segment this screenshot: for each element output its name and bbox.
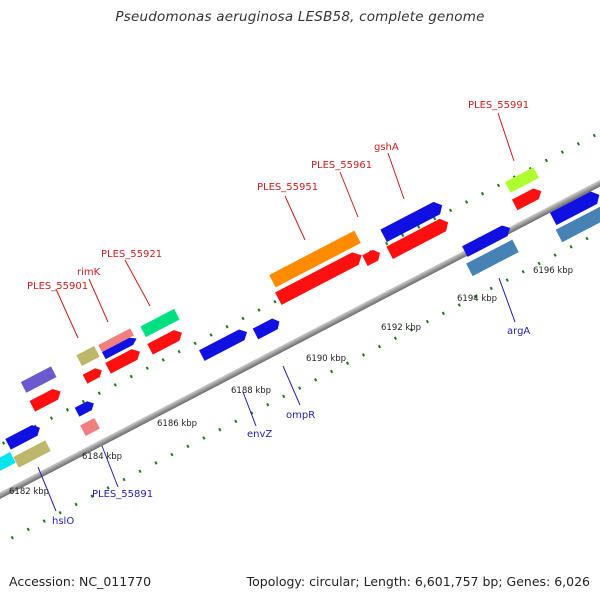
gene-label-envZ[interactable]: envZ: [247, 429, 272, 440]
gene-pink[interactable]: [98, 328, 134, 353]
gene-label-ples55991[interactable]: PLES_55991: [468, 100, 529, 111]
gene-blue-arrow[interactable]: [549, 189, 600, 226]
map-title: Pseudomonas aeruginosa LESB58, complete …: [115, 9, 485, 25]
gene-label-argA[interactable]: argA: [507, 326, 530, 337]
gene-blue-arrow[interactable]: [101, 335, 139, 360]
gene-blue-arrow[interactable]: [74, 399, 96, 417]
gene-label-ples55921[interactable]: PLES_55921: [101, 249, 162, 260]
gene-blue-arrow[interactable]: [462, 223, 513, 257]
leader-ples55891: [101, 445, 119, 488]
cds-arrow[interactable]: [105, 346, 142, 374]
gene-blue-arrow[interactable]: [380, 199, 445, 242]
cds-arrow[interactable]: [362, 248, 383, 267]
gene-label-rimK[interactable]: rimK: [77, 267, 101, 278]
leader-ples55901: [55, 288, 79, 339]
gene-label-gshA[interactable]: gshA: [374, 142, 399, 153]
tick-label-6184: 6184 kbp: [82, 452, 122, 462]
genome-summary-text: Topology: circular; Length: 6,601,757 bp…: [246, 574, 590, 589]
gene-olive[interactable]: [76, 346, 100, 366]
leader-ompR: [282, 365, 301, 406]
gene-label-ples55901[interactable]: PLES_55901: [27, 281, 88, 292]
gene-blue-arrow[interactable]: [252, 316, 282, 340]
cds-arrow[interactable]: [511, 186, 544, 211]
upper-genes: [20, 167, 600, 412]
cds-arrow[interactable]: [386, 216, 451, 259]
gene-olive[interactable]: [13, 440, 51, 468]
leader-argA: [498, 277, 516, 323]
gene-cyan[interactable]: [0, 452, 16, 476]
tick-label-6182: 6182 kbp: [9, 487, 49, 497]
gene-blue-arrow[interactable]: [5, 422, 42, 450]
leader-rimK: [88, 278, 109, 323]
leader-lines: [37, 112, 516, 512]
gene-label-hslO[interactable]: hslO: [52, 516, 74, 527]
lower-genes: [0, 223, 519, 476]
leader-hslO: [37, 466, 57, 512]
leader-ples55921: [124, 259, 151, 307]
leader-ples55991: [497, 112, 515, 162]
tick-label-6194: 6194 kbp: [457, 294, 497, 304]
leader-envZ: [242, 391, 257, 427]
gene-pink[interactable]: [80, 417, 100, 437]
tick-label-6190: 6190 kbp: [306, 354, 346, 364]
gene-label-ples55891[interactable]: PLES_55891: [92, 489, 153, 500]
tick-label-6186: 6186 kbp: [157, 419, 197, 429]
gene-green[interactable]: [140, 308, 180, 338]
gene-label-ompR[interactable]: ompR: [286, 410, 315, 421]
tick-label-6192: 6192 kbp: [381, 323, 421, 333]
gene-label-ples55961[interactable]: PLES_55961: [311, 160, 372, 171]
gene-steelblue[interactable]: [555, 206, 600, 243]
leader-ples55951: [284, 195, 306, 241]
cds-arrow[interactable]: [29, 386, 63, 412]
gene-label-ples55951[interactable]: PLES_55951: [257, 182, 318, 193]
tick-label-6188: 6188 kbp: [231, 386, 271, 396]
cds-arrow[interactable]: [147, 327, 184, 355]
leader-gshA: [387, 152, 405, 200]
accession-text: Accession: NC_011770: [9, 574, 152, 589]
cds-arrow[interactable]: [275, 249, 365, 305]
gene-purple[interactable]: [20, 366, 57, 393]
gene-orange[interactable]: [269, 230, 361, 288]
leader-ples55961: [339, 171, 359, 218]
cds-arrow[interactable]: [82, 366, 104, 384]
tick-label-6196: 6196 kbp: [533, 266, 573, 276]
gene-blue-arrow[interactable]: [199, 327, 250, 361]
gene-lime[interactable]: [505, 167, 539, 193]
gene-steelblue[interactable]: [466, 239, 519, 277]
